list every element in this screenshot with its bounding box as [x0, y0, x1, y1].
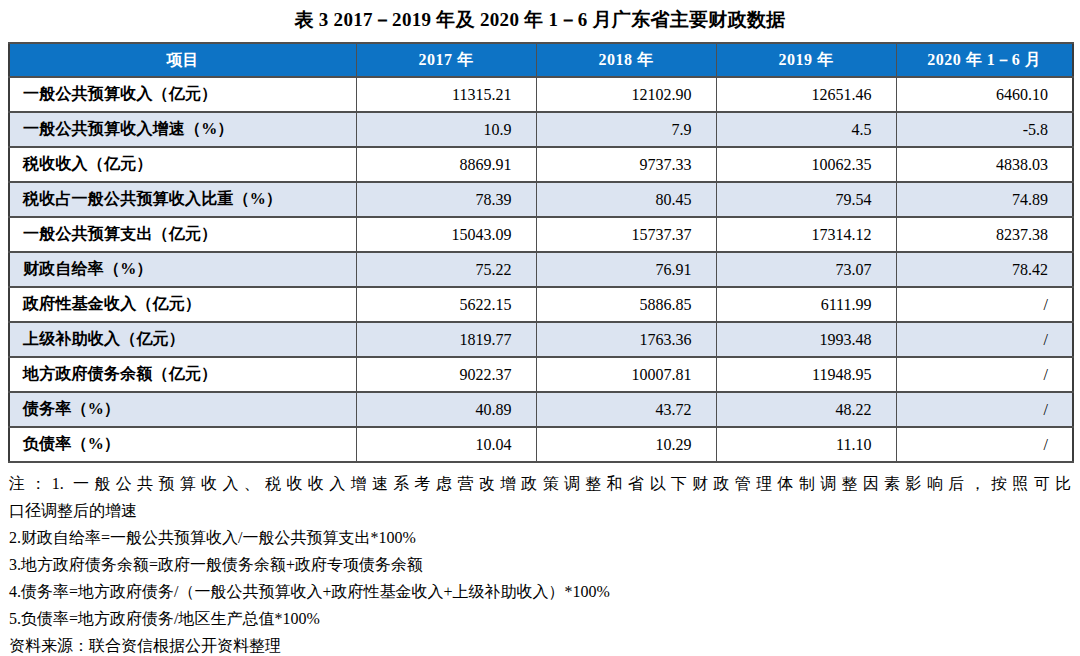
cell-value: 10.04 — [356, 427, 536, 462]
cell-value: 1993.48 — [716, 322, 896, 357]
column-header-2019: 2019 年 — [716, 43, 896, 77]
cell-value: 12102.90 — [536, 77, 716, 112]
cell-value: / — [896, 392, 1073, 427]
table-body: 一般公共预算收入（亿元）11315.2112102.9012651.466460… — [9, 77, 1073, 462]
table-row: 税收收入（亿元）8869.919737.3310062.354838.03 — [9, 147, 1073, 182]
cell-value: -5.8 — [896, 112, 1073, 147]
fiscal-report-page: 表 3 2017－2019 年及 2020 年 1－6 月广东省主要财政数据 项… — [0, 7, 1080, 656]
note-line: 口径调整后的增速 — [9, 497, 1071, 524]
row-label: 政府性基金收入（亿元） — [9, 287, 356, 322]
table-row: 一般公共预算收入增速（%）10.97.94.5-5.8 — [9, 112, 1073, 147]
note-line: 4.债务率=地方政府债务/（一般公共预算收入+政府性基金收入+上级补助收入）*1… — [9, 578, 1071, 605]
cell-value: 8869.91 — [356, 147, 536, 182]
cell-value: 11948.95 — [716, 357, 896, 392]
cell-value: 10.29 — [536, 427, 716, 462]
cell-value: 76.91 — [536, 252, 716, 287]
cell-value: 7.9 — [536, 112, 716, 147]
row-label: 上级补助收入（亿元） — [9, 322, 356, 357]
note-line: 3.地方政府债务余额=政府一般债务余额+政府专项债务余额 — [9, 551, 1071, 578]
cell-value: 79.54 — [716, 182, 896, 217]
cell-value: 10062.35 — [716, 147, 896, 182]
source-line: 资料来源：联合资信根据公开资料整理 — [9, 632, 1071, 656]
table-row: 负债率（%）10.0410.2911.10/ — [9, 427, 1073, 462]
row-label: 一般公共预算收入增速（%） — [9, 112, 356, 147]
cell-value: 6111.99 — [716, 287, 896, 322]
row-label: 税收收入（亿元） — [9, 147, 356, 182]
cell-value: / — [896, 287, 1073, 322]
table-row: 一般公共预算支出（亿元）15043.0915737.3717314.128237… — [9, 217, 1073, 252]
cell-value: 5622.15 — [356, 287, 536, 322]
cell-value: 4.5 — [716, 112, 896, 147]
cell-value: / — [896, 357, 1073, 392]
row-label: 财政自给率（%） — [9, 252, 356, 287]
cell-value: 1819.77 — [356, 322, 536, 357]
table-row: 政府性基金收入（亿元）5622.155886.856111.99/ — [9, 287, 1073, 322]
cell-value: 78.39 — [356, 182, 536, 217]
row-label: 负债率（%） — [9, 427, 356, 462]
column-header-item: 项目 — [9, 43, 356, 77]
cell-value: 8237.38 — [896, 217, 1073, 252]
cell-value: 40.89 — [356, 392, 536, 427]
cell-value: 6460.10 — [896, 77, 1073, 112]
cell-value: 9737.33 — [536, 147, 716, 182]
fiscal-data-table: 项目 2017 年 2018 年 2019 年 2020 年 1－6 月 一般公… — [8, 42, 1074, 463]
cell-value: 15043.09 — [356, 217, 536, 252]
cell-value: 74.89 — [896, 182, 1073, 217]
column-header-2018: 2018 年 — [536, 43, 716, 77]
table-row: 上级补助收入（亿元）1819.771763.361993.48/ — [9, 322, 1073, 357]
column-header-2017: 2017 年 — [356, 43, 536, 77]
row-label: 地方政府债务余额（亿元） — [9, 357, 356, 392]
cell-value: 80.45 — [536, 182, 716, 217]
header-row: 项目 2017 年 2018 年 2019 年 2020 年 1－6 月 — [9, 43, 1073, 77]
table-title: 表 3 2017－2019 年及 2020 年 1－6 月广东省主要财政数据 — [0, 7, 1080, 33]
table-row: 地方政府债务余额（亿元）9022.3710007.8111948.95/ — [9, 357, 1073, 392]
cell-value: 4838.03 — [896, 147, 1073, 182]
cell-value: 1763.36 — [536, 322, 716, 357]
table-row: 税收占一般公共预算收入比重（%）78.3980.4579.5474.89 — [9, 182, 1073, 217]
cell-value: 78.42 — [896, 252, 1073, 287]
cell-value: 17314.12 — [716, 217, 896, 252]
notes-section: 注：1. 一般公共预算收入、税收收入增速系考虑营改增政策调整和省以下财政管理体制… — [9, 470, 1071, 656]
row-label: 税收占一般公共预算收入比重（%） — [9, 182, 356, 217]
column-header-2020-h1: 2020 年 1－6 月 — [896, 43, 1073, 77]
table-row: 一般公共预算收入（亿元）11315.2112102.9012651.466460… — [9, 77, 1073, 112]
cell-value: 48.22 — [716, 392, 896, 427]
cell-value: 11.10 — [716, 427, 896, 462]
cell-value: 10.9 — [356, 112, 536, 147]
note-line: 5.负债率=地方政府债务/地区生产总值*100% — [9, 605, 1071, 632]
cell-value: 15737.37 — [536, 217, 716, 252]
cell-value: 43.72 — [536, 392, 716, 427]
row-label: 一般公共预算收入（亿元） — [9, 77, 356, 112]
cell-value: / — [896, 427, 1073, 462]
cell-value: 5886.85 — [536, 287, 716, 322]
row-label: 债务率（%） — [9, 392, 356, 427]
row-label: 一般公共预算支出（亿元） — [9, 217, 356, 252]
cell-value: 75.22 — [356, 252, 536, 287]
note-line: 2.财政自给率=一般公共预算收入/一般公共预算支出*100% — [9, 524, 1071, 551]
cell-value: / — [896, 322, 1073, 357]
table-row: 财政自给率（%）75.2276.9173.0778.42 — [9, 252, 1073, 287]
cell-value: 9022.37 — [356, 357, 536, 392]
table-row: 债务率（%）40.8943.7248.22/ — [9, 392, 1073, 427]
cell-value: 11315.21 — [356, 77, 536, 112]
cell-value: 73.07 — [716, 252, 896, 287]
cell-value: 12651.46 — [716, 77, 896, 112]
note-line: 注：1. 一般公共预算收入、税收收入增速系考虑营改增政策调整和省以下财政管理体制… — [9, 470, 1071, 497]
cell-value: 10007.81 — [536, 357, 716, 392]
